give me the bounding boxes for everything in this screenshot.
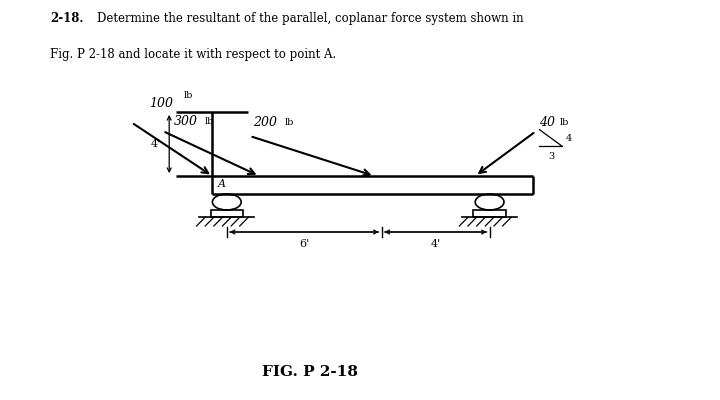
Text: lb: lb [559, 118, 569, 127]
Text: 3: 3 [548, 152, 554, 162]
Text: 200: 200 [253, 116, 277, 129]
Text: 300: 300 [174, 115, 197, 128]
Text: 4': 4' [151, 139, 161, 149]
Text: FIG. P 2-18: FIG. P 2-18 [261, 365, 358, 379]
Text: lb: lb [284, 118, 294, 127]
Text: 100: 100 [150, 97, 174, 110]
Bar [474, 210, 506, 217]
Text: A: A [218, 179, 226, 189]
Text: Fig. P 2-18 and locate it with respect to point A.: Fig. P 2-18 and locate it with respect t… [50, 48, 337, 61]
Text: 2-18.: 2-18. [50, 12, 84, 25]
Text: 6': 6' [299, 239, 310, 249]
Text: Determine the resultant of the parallel, coplanar force system shown in: Determine the resultant of the parallel,… [97, 12, 524, 25]
Text: 4': 4' [431, 239, 441, 249]
Text: 4: 4 [565, 134, 572, 142]
Text: lb: lb [204, 117, 214, 126]
Text: 40: 40 [539, 116, 555, 129]
Bar [210, 210, 243, 217]
Text: lb: lb [184, 91, 194, 100]
